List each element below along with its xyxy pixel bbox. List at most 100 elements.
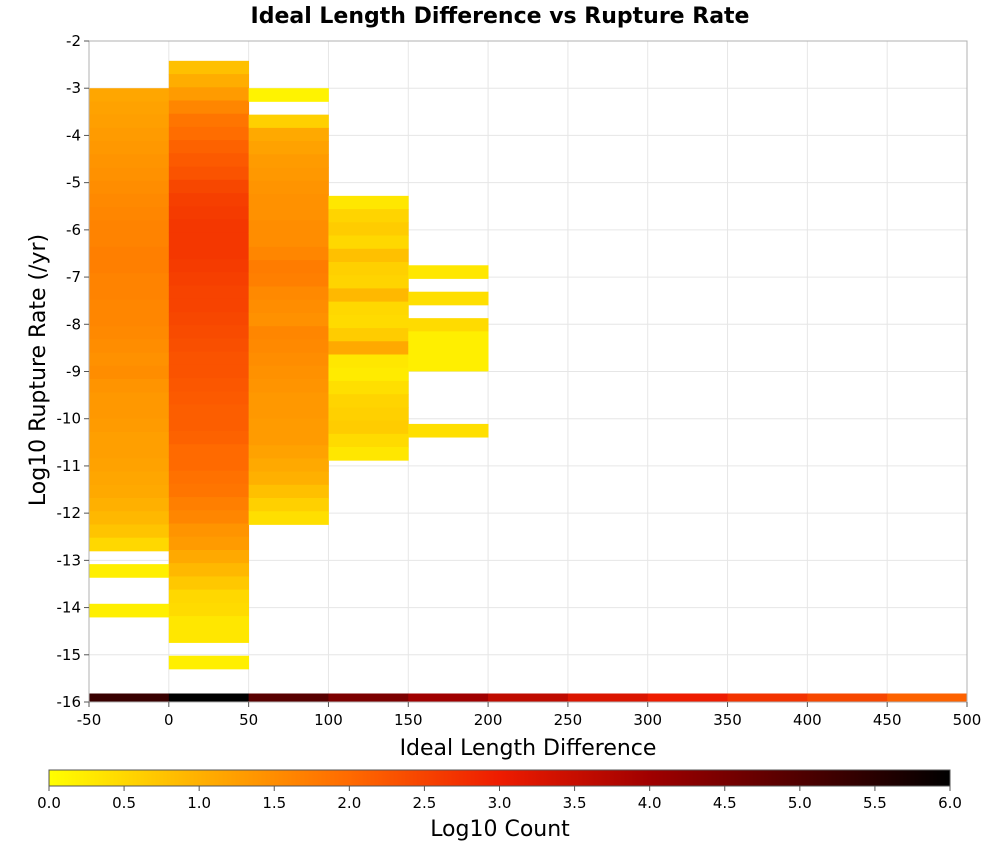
heatmap-cell [89,603,170,618]
heatmap-cells [89,60,968,702]
heatmap-cell [168,616,250,630]
heatmap-cell [168,404,250,419]
x-tick-label: 400 [793,711,822,729]
x-tick-label: 350 [713,711,742,729]
heatmap-cell [328,261,409,276]
heatmap-cell [168,457,250,472]
x-tick-label: 50 [239,711,258,729]
heatmap-cell [168,510,250,524]
heatmap-cell [328,447,409,461]
heatmap-cell [89,286,170,301]
heatmap-cell [89,392,170,406]
heatmap-cell [328,354,409,369]
heatmap-cell [168,298,250,313]
heatmap-cell [408,291,489,306]
chart-title: Ideal Length Difference vs Rupture Rate [251,4,750,29]
heatmap-cell [248,431,329,446]
heatmap-cell [248,88,329,102]
x-tick-label: 500 [953,711,982,729]
heatmap-cell [328,693,409,702]
heatmap-cell [248,326,329,340]
heatmap-cell [328,314,409,329]
heatmap-cell [168,74,250,88]
heatmap-cell [727,693,808,702]
heatmap-cell [328,195,409,210]
y-axis-title: Log10 Rupture Rate (/yr) [26,234,51,506]
x-tick-label: 250 [554,711,583,729]
heatmap-cell [89,326,170,340]
x-tick-label: 0 [164,711,174,729]
heatmap-cell [328,394,409,408]
heatmap-cell [887,693,968,702]
y-tick-label: -16 [57,693,82,711]
y-tick-label: -14 [57,599,82,617]
heatmap-cell [168,338,250,353]
colorbar-tick-label: 3.0 [488,794,512,812]
heatmap-cell [248,141,329,155]
heatmap-cell [168,245,250,260]
x-tick-label: 150 [394,711,423,729]
heatmap-cell [248,207,329,221]
heatmap-cell [248,220,329,235]
heatmap-cell [168,312,250,326]
heatmap-cell [168,602,250,617]
heatmap-cell [89,141,170,155]
heatmap-cell [328,248,409,263]
heatmap-cell [248,273,329,287]
colorbar-tick-label: 4.0 [638,794,662,812]
y-tick-label: -4 [66,126,81,144]
heatmap-cell [168,378,250,392]
heatmap-cell [168,259,250,273]
heatmap-cell [89,405,170,420]
heatmap-cell [328,407,409,422]
heatmap-cell [248,260,329,274]
heatmap-cell [248,379,329,393]
heatmap-cell [168,153,250,167]
heatmap-cell [248,352,329,367]
colorbar-tick-label: 3.5 [563,794,587,812]
colorbar-tick-label: 4.5 [713,794,737,812]
colorbar-tick-label: 5.5 [863,794,887,812]
heatmap-cell [408,265,489,279]
heatmap-cell [248,418,329,433]
heatmap-cell [168,272,250,286]
y-tick-label: -9 [66,363,81,381]
heatmap-cell [408,344,489,359]
heatmap-cell [168,126,250,141]
heatmap-cell [89,418,170,433]
heatmap-cell [168,589,250,604]
heatmap-cell [408,693,489,702]
heatmap-cell [248,127,329,142]
colorbar [48,769,951,787]
heatmap-cell [807,693,888,702]
heatmap-cell [89,127,170,142]
y-tick-label: -5 [66,174,81,192]
x-tick-label: -50 [77,711,102,729]
heatmap-cell [168,693,250,702]
y-tick-label: -8 [66,315,81,333]
heatmap-cell [248,498,329,512]
heatmap-cell [89,379,170,393]
heatmap-cell [168,364,250,379]
colorbar-title: Log10 Count [430,817,570,842]
heatmap-cell [168,523,250,538]
heatmap-cell [89,484,170,499]
heatmap-cell [328,328,409,342]
heatmap-cell [248,693,329,702]
heatmap-cell [89,154,170,168]
colorbar-ticks: 0.0 0.5 1.0 1.5 2.0 2.5 3.0 3.5 4.0 4.5 5.0 5.5 6.0 [37,786,962,812]
heatmap-cell [89,167,170,182]
heatmap-cell [248,458,329,472]
colorbar-tick-label: 2.5 [412,794,436,812]
heatmap-cell [248,114,329,129]
heatmap-cell [248,471,329,486]
heatmap-cell [248,193,329,208]
colorbar-tick-label: 0.5 [112,794,136,812]
heatmap-cell [89,233,170,248]
heatmap-cell [89,246,170,261]
heatmap-cell [168,483,250,498]
colorbar-tick-label: 1.5 [262,794,286,812]
heatmap-cell [89,498,170,512]
heatmap-cell [89,564,170,578]
heatmap-cell [328,433,409,448]
